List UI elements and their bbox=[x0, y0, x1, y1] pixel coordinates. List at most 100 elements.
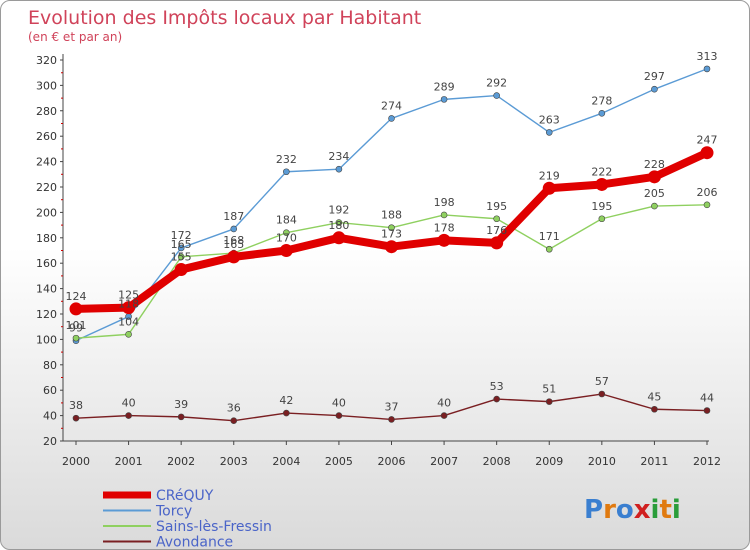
data-point bbox=[651, 405, 658, 413]
y-tick-label: 80 bbox=[43, 359, 57, 372]
data-point bbox=[388, 115, 395, 122]
y-tick-label: 120 bbox=[36, 308, 57, 321]
data-point bbox=[490, 236, 504, 250]
x-tick-label: 2000 bbox=[62, 455, 90, 468]
data-label: 178 bbox=[434, 221, 455, 234]
y-tick-label: 280 bbox=[36, 105, 57, 118]
y-tick-label: 140 bbox=[36, 283, 57, 296]
data-label: 104 bbox=[118, 315, 139, 328]
data-label: 198 bbox=[434, 196, 455, 209]
x-tick-label: 2001 bbox=[115, 455, 143, 468]
data-point bbox=[703, 201, 711, 209]
data-point bbox=[598, 390, 606, 398]
data-label: 170 bbox=[276, 232, 297, 245]
data-label: 124 bbox=[66, 290, 87, 303]
data-label: 165 bbox=[171, 238, 192, 251]
data-point bbox=[651, 85, 658, 93]
data-point bbox=[335, 165, 343, 173]
data-point bbox=[598, 215, 606, 223]
data-point bbox=[122, 301, 136, 315]
y-tick-label: 320 bbox=[36, 54, 57, 67]
data-point bbox=[227, 250, 241, 264]
data-label: 222 bbox=[591, 165, 612, 178]
data-point bbox=[230, 417, 238, 424]
legend-label: Sains-lès-Fressin bbox=[156, 519, 272, 535]
x-tick-label: 2010 bbox=[588, 455, 616, 468]
data-label: 172 bbox=[171, 229, 192, 242]
data-point bbox=[177, 253, 185, 261]
data-point bbox=[545, 129, 553, 136]
y-tick-label: 20 bbox=[43, 435, 57, 448]
data-point bbox=[440, 412, 448, 419]
data-label: 171 bbox=[539, 230, 560, 243]
data-label: 173 bbox=[381, 228, 402, 241]
data-point bbox=[545, 398, 553, 405]
data-label: 39 bbox=[174, 398, 188, 411]
data-label: 176 bbox=[486, 224, 507, 237]
data-label: 37 bbox=[385, 400, 399, 413]
data-point bbox=[437, 233, 451, 247]
data-labels: 99 118 172 187 232 234 274 289 292 263 278 297 313 10… bbox=[66, 50, 718, 415]
data-label: 195 bbox=[486, 200, 507, 213]
data-label: 205 bbox=[644, 187, 665, 200]
y-tick-label: 100 bbox=[36, 333, 57, 346]
data-point bbox=[125, 331, 132, 338]
x-tick-label: 2003 bbox=[220, 455, 248, 468]
data-label: 36 bbox=[227, 402, 241, 415]
data-point bbox=[388, 224, 395, 231]
data-point bbox=[493, 92, 500, 99]
data-point bbox=[69, 302, 83, 316]
data-label: 234 bbox=[328, 150, 349, 163]
data-label: 219 bbox=[539, 169, 560, 182]
data-label: 180 bbox=[328, 219, 349, 232]
data-label: 247 bbox=[697, 134, 718, 147]
data-label: 184 bbox=[276, 214, 297, 227]
data-point bbox=[335, 412, 343, 419]
data-point bbox=[332, 231, 346, 245]
data-point bbox=[72, 334, 80, 342]
data-label: 289 bbox=[434, 80, 455, 93]
data-label: 263 bbox=[539, 113, 560, 126]
data-point bbox=[545, 245, 553, 253]
data-point bbox=[647, 170, 661, 184]
data-point bbox=[177, 413, 185, 421]
proxiti-logo: Proxiti bbox=[584, 495, 681, 525]
x-tick-label: 2011 bbox=[640, 455, 668, 468]
data-point bbox=[177, 244, 185, 252]
data-point bbox=[493, 395, 500, 403]
data-label: 192 bbox=[328, 204, 349, 217]
data-point bbox=[440, 96, 448, 103]
data-point bbox=[703, 407, 711, 414]
data-point bbox=[703, 65, 711, 73]
y-tick-label: 220 bbox=[36, 181, 57, 194]
data-point bbox=[174, 263, 188, 277]
y-tick-label: 300 bbox=[36, 79, 57, 92]
y-tick-label: 180 bbox=[36, 232, 57, 245]
data-point bbox=[72, 414, 80, 422]
logo-text: Proxiti bbox=[584, 495, 681, 525]
data-point bbox=[283, 409, 290, 417]
y-tick-label: 260 bbox=[36, 130, 57, 143]
y-tick-label: 160 bbox=[36, 257, 57, 270]
data-point bbox=[335, 219, 343, 226]
data-label: 187 bbox=[223, 210, 244, 223]
data-point bbox=[283, 168, 290, 176]
x-tick-label: 2009 bbox=[535, 455, 563, 468]
data-label: 42 bbox=[279, 394, 293, 407]
data-point bbox=[279, 244, 293, 257]
data-label: 44 bbox=[700, 392, 714, 405]
data-label: 274 bbox=[381, 99, 402, 112]
data-point bbox=[385, 240, 398, 254]
y-tick-label: 60 bbox=[43, 384, 57, 397]
legend-label: CRéQUY bbox=[156, 488, 214, 504]
data-label: 45 bbox=[647, 390, 661, 403]
data-label: 125 bbox=[118, 289, 139, 302]
data-label: 53 bbox=[490, 380, 504, 393]
data-label: 313 bbox=[697, 50, 718, 63]
data-point bbox=[388, 416, 395, 423]
data-label: 195 bbox=[591, 200, 612, 213]
data-label: 232 bbox=[276, 153, 297, 166]
data-label: 99 bbox=[69, 322, 83, 335]
